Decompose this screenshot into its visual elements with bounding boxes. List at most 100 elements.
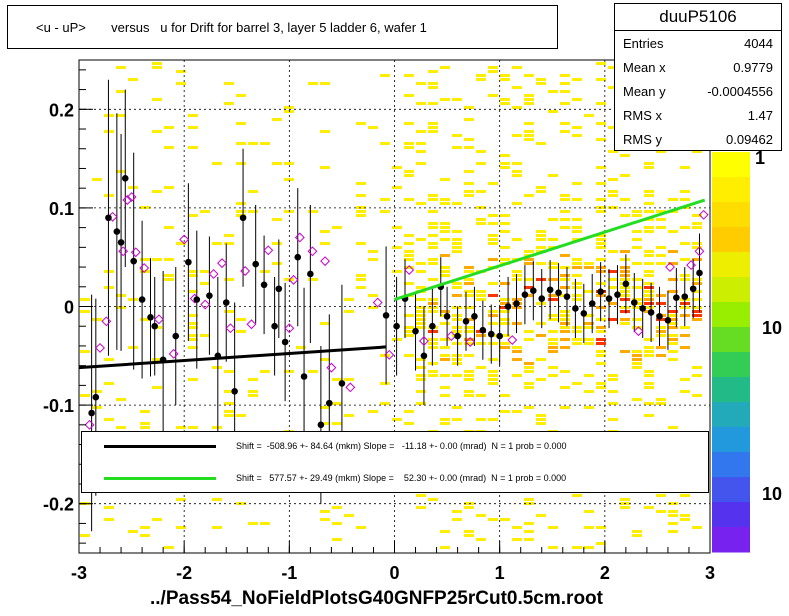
x-tick-label: -1 [281,563,297,583]
density-cell [524,294,534,297]
density-cell [632,246,642,249]
density-cell [440,422,450,425]
density-cell [128,186,138,189]
density-cell [416,102,426,105]
density-cell [608,190,618,193]
density-cell [512,350,522,353]
palette-swatch [712,352,750,378]
density-cell [596,122,606,125]
density-cell [632,262,642,265]
density-cell [452,314,462,317]
density-cell [356,286,366,289]
density-cell [308,370,318,373]
density-cell [584,390,594,393]
density-cell [392,166,402,169]
density-cell [644,202,654,205]
density-cell [668,290,678,293]
density-cell [524,406,534,409]
density-cell [572,294,582,297]
density-cell [332,538,342,541]
density-cell [140,426,150,429]
density-cell [212,162,222,165]
density-cell [596,198,606,201]
density-cell [356,214,366,217]
density-cell [416,142,426,145]
density-cell [524,538,534,541]
density-cell [500,310,510,313]
density-cell [536,414,546,417]
density-cell [596,166,606,169]
density-cell [644,386,654,389]
density-cell [668,310,678,313]
stats-value: 4044 [744,36,773,51]
density-cell [416,390,426,393]
density-cell [668,350,678,353]
density-cell [536,246,546,249]
density-cell [428,370,438,373]
density-cell [416,306,426,309]
density-cell [656,302,666,305]
density-cell [260,370,270,373]
density-cell [416,366,426,369]
density-cell [104,418,114,421]
density-cell [644,402,654,405]
density-cell [452,330,462,333]
density-cell [476,150,486,153]
density-cell [512,270,522,273]
density-cell [692,214,702,217]
density-cell [692,242,702,245]
density-cell [176,82,186,85]
density-cell [548,350,558,353]
density-cell [572,330,582,333]
density-cell [200,210,210,213]
palette-swatch [712,252,750,278]
density-cell [608,66,618,69]
density-cell [104,194,114,197]
density-cell [584,314,594,317]
density-cell [464,138,474,141]
density-cell [428,82,438,85]
density-cell [416,150,426,153]
density-cell [632,530,642,533]
profile-point [393,322,400,330]
profile-point [206,292,213,299]
density-cell [476,294,486,297]
density-cell [584,114,594,117]
density-cell [572,258,582,261]
density-cell [632,358,642,361]
density-cell [428,310,438,313]
density-cell [620,498,630,501]
density-cell [200,282,210,285]
density-cell [500,246,510,249]
density-cell [428,130,438,133]
density-cell [428,306,438,309]
density-cell [104,286,114,289]
density-cell [500,78,510,81]
density-cell [500,302,510,305]
density-cell [632,366,642,369]
density-cell [692,374,702,377]
density-cell [632,534,642,537]
density-cell [404,258,414,261]
density-cell [224,310,234,313]
density-cell [692,306,702,309]
density-cell [644,282,654,285]
density-cell [620,306,630,309]
density-cell [344,298,354,301]
density-cell [116,398,126,401]
density-cell [464,318,474,321]
density-cell [404,422,414,425]
density-cell [692,150,702,153]
density-cell [656,246,666,249]
density-cell [632,354,642,357]
density-cell [416,130,426,133]
density-cell [188,326,198,329]
density-cell [380,198,390,201]
density-cell [524,122,534,125]
density-cell [296,346,306,349]
density-cell [680,166,690,169]
density-cell [548,330,558,333]
density-cell [164,226,174,229]
density-cell [512,278,522,281]
density-cell [500,298,510,301]
